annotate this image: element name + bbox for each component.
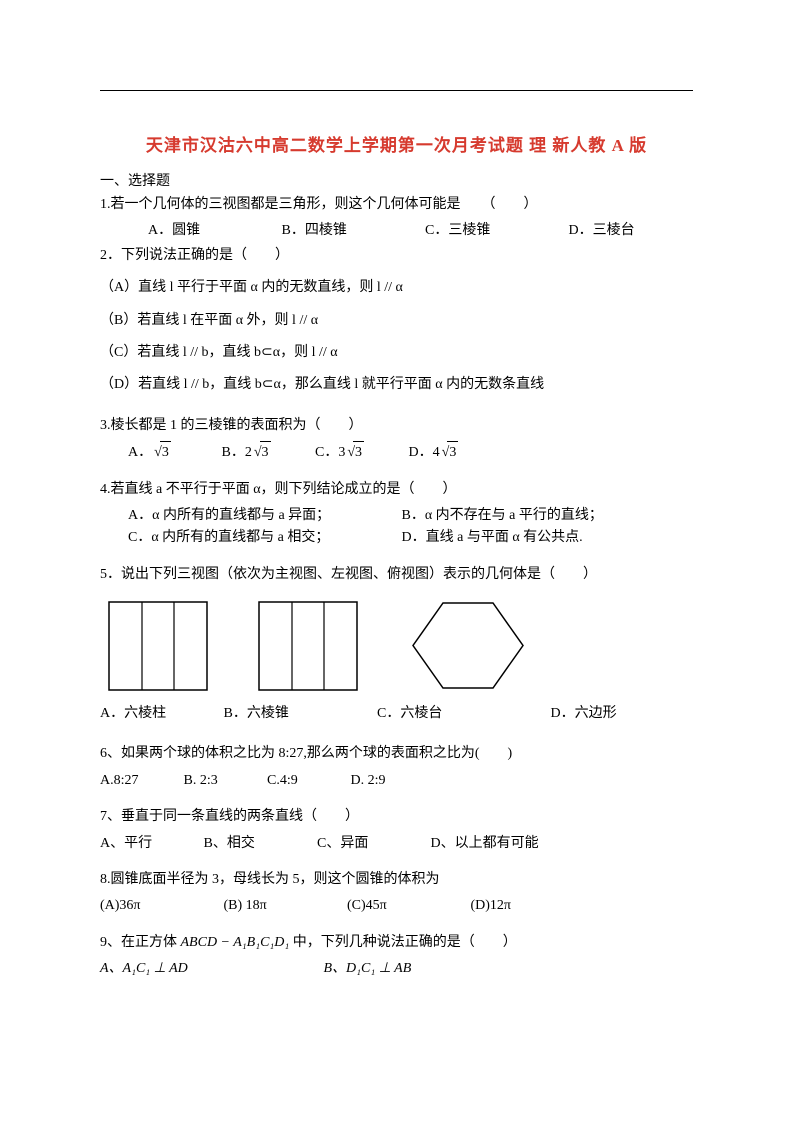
q8-stem: 8.圆锥底面半径为 3，母线长为 5，则这个圆锥的体积为 — [100, 869, 693, 891]
q1-stem: 1.若一个几何体的三视图都是三角形，则这个几何体可能是 （ ） — [100, 194, 693, 216]
q7-opt-d: D、以上都有可能 — [431, 833, 539, 855]
q3-options: A． 3 B．2 3 C．3 3 D．4 3 — [100, 441, 693, 464]
q8-opt-d: (D)12π — [471, 895, 512, 917]
q4-stem: 4.若直线 a 不平行于平面 α，则下列结论成立的是（ ） — [100, 479, 693, 501]
radicand: 3 — [160, 441, 171, 464]
q3-b-pre: B．2 — [222, 442, 252, 464]
q9-options: A、A₁C₁ ⊥ AD B、D₁C₁ ⊥ AB — [100, 958, 693, 980]
q4-row1: A．α 内所有的直线都与 a 异面； B．α 内不存在与 a 平行的直线； — [100, 505, 693, 527]
q3-d-pre: D．4 — [409, 442, 440, 464]
q6-opt-b: B. 2:3 — [184, 770, 264, 792]
q1-options: A．圆锥 B．四棱锥 C．三棱锥 D．三棱台 — [100, 220, 693, 242]
q7-opt-c: C、异面 — [317, 833, 427, 855]
top-view-hexagon-icon — [408, 598, 528, 693]
q9-cube: ABCD − A₁B₁C₁D₁ — [181, 935, 290, 950]
q3-opt-c: C．3 3 — [315, 441, 405, 464]
q2-stem: 2．下列说法正确的是（ ） — [100, 245, 693, 267]
q7-options: A、平行 B、相交 C、异面 D、以上都有可能 — [100, 833, 693, 855]
q4-opt-b: B．α 内不存在与 a 平行的直线； — [402, 505, 603, 527]
q4-row2: C．α 内所有的直线都与 a 相交； D．直线 a 与平面 α 有公共点. — [100, 527, 693, 549]
q6-opt-d: D. 2:9 — [351, 770, 386, 792]
radicand: 3 — [447, 441, 458, 464]
radicand: 3 — [260, 441, 271, 464]
q1-opt-c: C．三棱锥 — [425, 220, 565, 242]
front-view-icon — [108, 601, 208, 691]
q7-opt-b: B、相交 — [204, 833, 314, 855]
q3-opt-a: A． 3 — [128, 441, 218, 464]
q9-pre: 9、在正方体 — [100, 935, 181, 950]
q5-opt-d: D．六边形 — [551, 703, 617, 725]
q2-opt-b: （B）若直线 l 在平面 α 外，则 l // α — [100, 310, 693, 332]
q9-stem: 9、在正方体 ABCD − A₁B₁C₁D₁ 中，下列几种说法正确的是（ ） — [100, 932, 693, 954]
q2-opt-a: （A）直线 l 平行于平面 α 内的无数直线，则 l // α — [100, 277, 693, 299]
sqrt-icon: 3 — [252, 441, 271, 464]
top-rule — [100, 90, 693, 91]
q3-opt-b: B．2 3 — [222, 441, 312, 464]
q8-opt-b: (B) 18π — [224, 895, 344, 917]
q3-c-pre: C．3 — [315, 442, 345, 464]
q5-options: A．六棱柱 B．六棱锥 C．六棱台 D．六边形 — [100, 703, 693, 725]
q1-opt-a: A．圆锥 — [148, 220, 278, 242]
q2-opt-c: （C）若直线 l // b，直线 b⊂α，则 l // α — [100, 342, 693, 364]
sqrt-icon: 3 — [345, 441, 364, 464]
three-views-figure — [108, 598, 693, 693]
q3-opt-d: D．4 3 — [409, 441, 459, 464]
q6-opt-c: C.4:9 — [267, 770, 347, 792]
section-heading: 一、选择题 — [100, 170, 693, 190]
q8-options: (A)36π (B) 18π (C)45π (D)12π — [100, 895, 693, 917]
exam-page: 天津市汉沽六中高二数学上学期第一次月考试题 理 新人教 A 版 一、选择题 1.… — [0, 0, 793, 1041]
q8-opt-a: (A)36π — [100, 895, 220, 917]
q9-post: 中，下列几种说法正确的是（ ） — [289, 935, 517, 950]
q5-opt-a: A．六棱柱 — [100, 703, 220, 725]
exam-title: 天津市汉沽六中高二数学上学期第一次月考试题 理 新人教 A 版 — [100, 131, 693, 156]
q2-opt-d: （D）若直线 l // b，直线 b⊂α，那么直线 l 就平行平面 α 内的无数… — [100, 374, 693, 396]
q6-opt-a: A.8:27 — [100, 770, 180, 792]
sqrt-icon: 3 — [440, 441, 459, 464]
q9-opt-b: B、D₁C₁ ⊥ AB — [324, 958, 412, 980]
q5-opt-b: B．六棱锥 — [224, 703, 374, 725]
q7-stem: 7、垂直于同一条直线的两条直线（ ） — [100, 806, 693, 828]
sqrt-icon: 3 — [152, 441, 171, 464]
q1-opt-b: B．四棱锥 — [282, 220, 422, 242]
q5-opt-c: C．六棱台 — [377, 703, 547, 725]
q6-stem: 6、如果两个球的体积之比为 8:27,那么两个球的表面积之比为( ) — [100, 743, 693, 765]
q5-stem: 5．说出下列三视图（依次为主视图、左视图、俯视图）表示的几何体是（ ） — [100, 564, 693, 586]
q9-opt-a: A、A₁C₁ ⊥ AD — [100, 958, 320, 980]
side-view-icon — [258, 601, 358, 691]
q8-opt-c: (C)45π — [347, 895, 467, 917]
q4-opt-a: A．α 内所有的直线都与 a 异面； — [128, 505, 398, 527]
q3-a-pre: A． — [128, 442, 152, 464]
q1-opt-d: D．三棱台 — [569, 220, 635, 242]
q3-stem: 3.棱长都是 1 的三棱锥的表面积为（ ） — [100, 415, 693, 437]
q7-opt-a: A、平行 — [100, 833, 200, 855]
radicand: 3 — [353, 441, 364, 464]
q6-options: A.8:27 B. 2:3 C.4:9 D. 2:9 — [100, 770, 693, 792]
q4-opt-c: C．α 内所有的直线都与 a 相交； — [128, 527, 398, 549]
q4-opt-d: D．直线 a 与平面 α 有公共点. — [402, 527, 583, 549]
